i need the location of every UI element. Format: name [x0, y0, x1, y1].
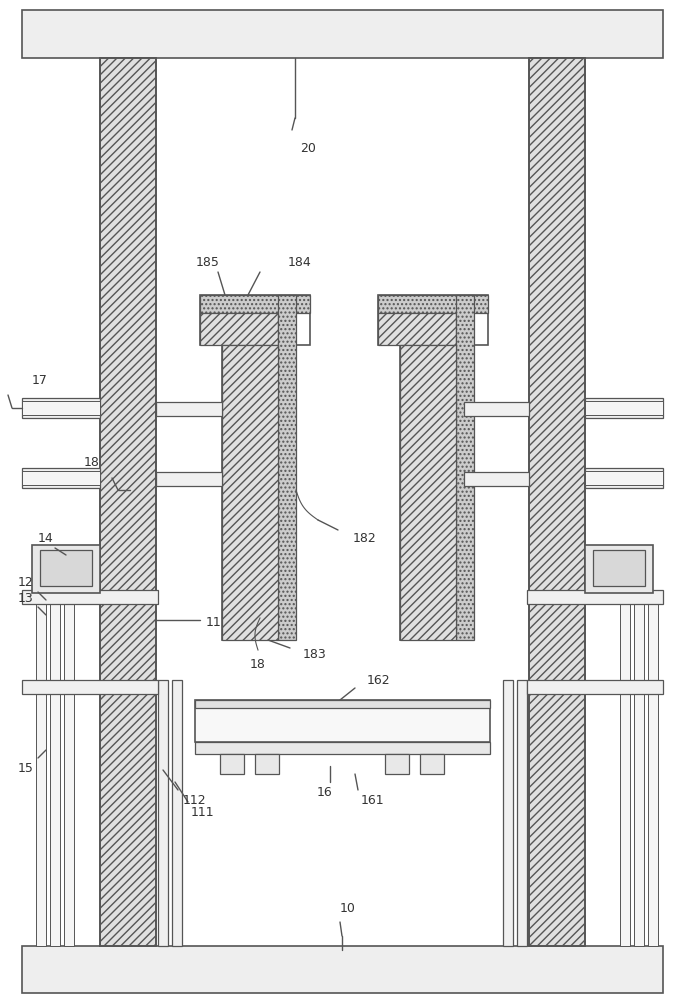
Bar: [156, 402, 222, 416]
Bar: [22, 468, 100, 488]
Bar: [529, 58, 585, 946]
Text: 112: 112: [182, 794, 206, 806]
Bar: [593, 550, 645, 586]
Bar: [464, 472, 529, 486]
Bar: [222, 345, 288, 640]
Bar: [503, 680, 513, 946]
Text: 182: 182: [353, 532, 377, 544]
Bar: [585, 545, 653, 593]
Text: 183: 183: [303, 648, 327, 660]
Bar: [36, 593, 46, 946]
Bar: [22, 946, 663, 993]
Bar: [22, 590, 158, 604]
Bar: [585, 471, 663, 485]
Text: 13: 13: [18, 591, 34, 604]
Bar: [278, 295, 296, 640]
Text: 18: 18: [84, 456, 100, 468]
Text: 162: 162: [366, 674, 390, 686]
Bar: [634, 593, 644, 946]
Bar: [100, 58, 156, 946]
Bar: [527, 590, 663, 604]
Bar: [195, 700, 490, 742]
Bar: [40, 550, 92, 586]
Bar: [50, 593, 60, 946]
Bar: [456, 295, 474, 640]
Text: 111: 111: [190, 806, 214, 818]
Text: 20: 20: [300, 141, 316, 154]
Bar: [378, 295, 488, 345]
Bar: [22, 471, 100, 485]
Bar: [385, 754, 409, 774]
Bar: [158, 680, 168, 946]
Bar: [527, 680, 663, 694]
Bar: [620, 593, 630, 946]
Bar: [464, 402, 529, 416]
Bar: [22, 401, 100, 415]
Bar: [32, 545, 100, 593]
Bar: [400, 345, 466, 640]
Bar: [200, 295, 310, 345]
Text: 16: 16: [317, 786, 333, 798]
Bar: [585, 401, 663, 415]
Bar: [156, 472, 222, 486]
Text: 17: 17: [32, 373, 48, 386]
Bar: [195, 700, 490, 708]
Bar: [22, 398, 100, 418]
Text: 184: 184: [288, 255, 312, 268]
Bar: [64, 593, 74, 946]
Bar: [222, 345, 278, 640]
Text: 15: 15: [18, 762, 34, 774]
Bar: [585, 398, 663, 418]
Bar: [420, 754, 444, 774]
Bar: [378, 295, 488, 313]
Bar: [195, 742, 490, 754]
Text: 185: 185: [196, 255, 220, 268]
Text: 12: 12: [18, 576, 34, 588]
Bar: [517, 680, 527, 946]
Bar: [648, 593, 658, 946]
Bar: [22, 10, 663, 58]
Text: 18: 18: [250, 658, 266, 672]
Bar: [200, 313, 278, 345]
Bar: [220, 754, 244, 774]
Bar: [529, 58, 585, 946]
Bar: [585, 468, 663, 488]
Bar: [255, 754, 279, 774]
Bar: [378, 313, 456, 345]
Bar: [100, 58, 156, 946]
Bar: [172, 680, 182, 946]
Bar: [400, 345, 456, 640]
Bar: [22, 680, 158, 694]
Bar: [200, 295, 310, 313]
Text: 161: 161: [360, 794, 384, 806]
Text: 10: 10: [340, 902, 356, 914]
Text: 14: 14: [38, 532, 54, 544]
Text: 11: 11: [206, 615, 222, 629]
